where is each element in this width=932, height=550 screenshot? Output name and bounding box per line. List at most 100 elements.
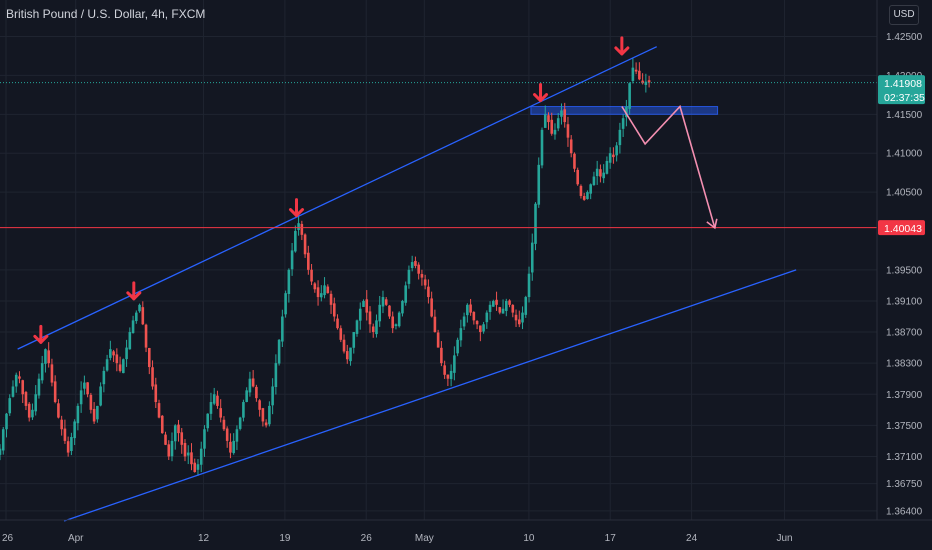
candle [203,425,206,457]
candle-body [216,395,219,406]
arrow-head [289,208,304,218]
candle [482,321,485,334]
candle [592,171,596,186]
candle-body [358,308,362,321]
candle [404,281,407,306]
candle [232,433,235,455]
candle [160,415,164,434]
down-arrow-icon [289,198,304,218]
candle-body [612,154,615,158]
candle [96,405,99,423]
candle-body [190,452,193,465]
arrow-head [126,291,142,301]
candle [1,426,5,455]
candle-body [430,298,433,317]
y-tick-label: 1.38700 [886,328,923,339]
candle [543,105,547,128]
candle-body [229,441,232,453]
candle [514,309,518,327]
candle-body [501,308,505,314]
y-tick-label: 1.40500 [886,188,923,199]
candle [475,320,479,330]
x-tick-label: Jun [776,533,792,544]
candle [556,112,560,132]
candle [128,327,132,350]
candle-body [573,153,576,169]
candle [540,127,544,169]
x-tick-label: 26 [361,533,373,544]
candle-body [326,286,330,294]
candle-body [5,413,8,430]
candle [118,356,122,373]
candle [638,62,641,81]
candle-body [582,196,586,200]
candle [420,269,424,286]
candle-body [281,316,284,342]
candle [238,416,242,431]
candle-body [625,106,628,118]
candle [37,373,41,399]
candle [21,379,25,404]
candle-body [320,293,323,298]
candle [579,184,583,199]
candle-body [511,304,515,313]
candle [144,323,148,353]
candle [290,243,294,276]
candle-body [644,81,648,85]
candle [586,190,589,200]
candle-body [44,349,47,364]
candle-body [414,260,417,266]
candle-body [76,405,80,424]
candle [595,160,599,185]
candle-body [492,300,495,307]
candle-body [303,234,307,255]
candle [326,284,330,294]
candle-body [18,376,21,379]
candle [336,314,339,330]
x-tick-label: 17 [605,533,617,544]
candle-body [37,378,41,396]
candle-body [118,364,122,371]
candle [5,412,8,438]
candle [560,103,563,125]
level-price-tag-text: 1.40043 [884,223,922,235]
candle-body [193,462,197,473]
candle [320,285,323,302]
currency-selector[interactable]: USD [889,5,919,25]
candle-body [543,114,547,128]
candle [492,299,495,307]
candle [358,302,362,330]
candle-body [410,262,414,269]
candle [216,390,219,409]
candle [368,306,372,333]
candle [355,319,359,337]
candle [307,245,310,275]
candle [440,341,443,367]
candle-body [401,300,404,314]
candle-body [560,110,563,117]
candle [300,220,304,241]
candle-body [391,316,395,329]
candle [466,303,469,323]
candle-body [605,160,609,174]
candle [102,366,106,393]
candle-body [332,303,336,317]
candle-body [313,283,317,290]
candle [177,419,180,442]
candle-body [70,437,73,451]
candle-body [339,328,343,340]
y-tick-label: 1.41500 [886,110,923,121]
candle-body [209,402,213,414]
candle [83,375,86,395]
candle [628,82,631,115]
candle-body [154,384,158,403]
candle-body [352,332,356,348]
candle-body [24,392,28,406]
candle-body [83,382,86,389]
candle [50,358,54,387]
candle [186,445,190,465]
candle [229,433,232,459]
candle-body [329,293,333,305]
y-tick-label: 1.42500 [886,32,923,43]
